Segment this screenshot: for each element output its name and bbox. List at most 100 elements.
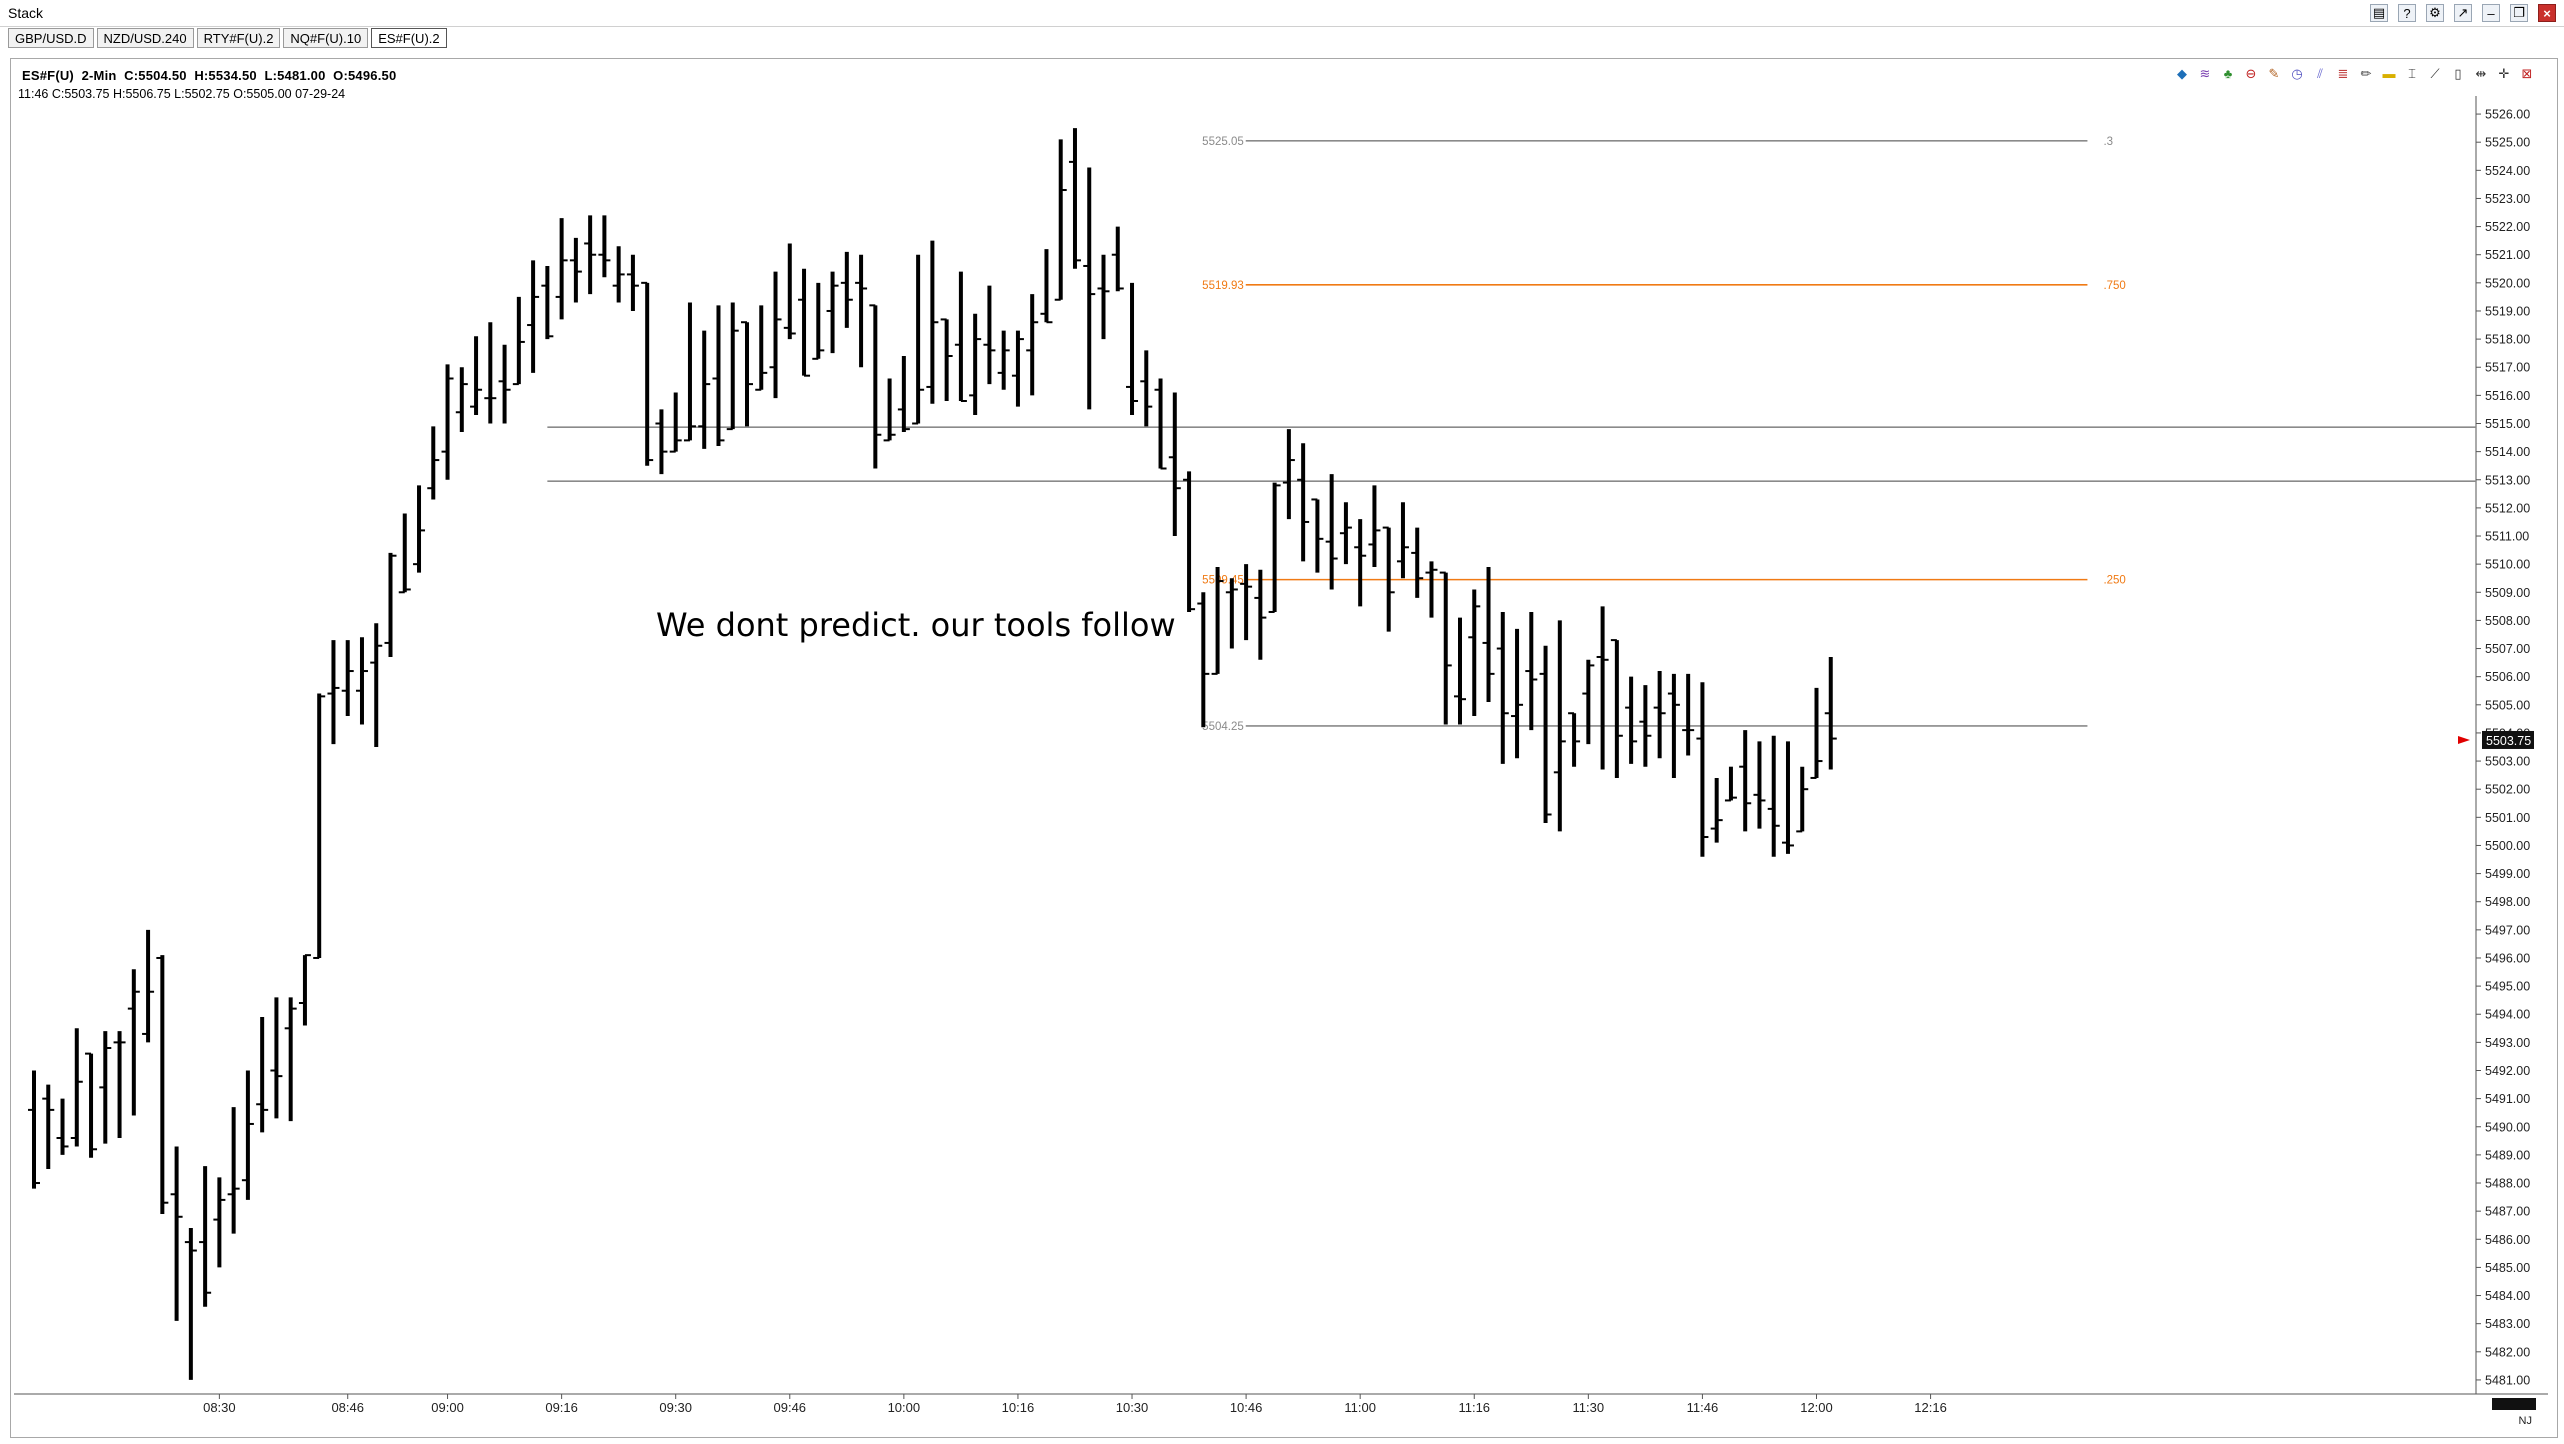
high-value: H:5534.50 [194,68,257,83]
brush-icon[interactable]: ✎ [2268,66,2280,81]
x-tick-label: 09:16 [545,1400,578,1415]
y-tick-label: 5486.00 [2485,1233,2530,1247]
close-value: C:5504.50 [124,68,187,83]
y-tick-label: 5490.00 [2485,1120,2530,1134]
tab-nq[interactable]: NQ#F(U).10 [283,28,369,48]
y-tick-label: 5506.00 [2485,670,2530,684]
window-controls: ▤ ? ⚙ ↗ – ❐ × [2370,4,2556,22]
layers-icon[interactable]: ◆ [2177,66,2187,81]
symbol-tabs: GBP/USD.D NZD/USD.240 RTY#F(U).2 NQ#F(U)… [0,28,447,54]
current-price-label: 5503.75 [2486,734,2531,748]
low-value: L:5481.00 [264,68,326,83]
x-tick-label: 12:00 [1800,1400,1833,1415]
y-tick-label: 5489.00 [2485,1148,2530,1162]
pencil-icon[interactable]: ✏ [2360,66,2372,81]
rect-icon[interactable]: ▬ [2382,66,2396,81]
fib-ratio-label: .250 [2103,575,2125,587]
x-tick-label: 09:30 [659,1400,692,1415]
chart-annotation: We dont predict. our tools follow [656,606,1176,644]
cursor-icon[interactable]: ⌶ [2408,66,2416,81]
y-tick-label: 5493.00 [2485,1036,2530,1050]
fib-icon[interactable]: ≣ [2337,66,2349,81]
line-icon[interactable]: ⟋ [2430,66,2440,81]
y-tick-label: 5525.00 [2485,136,2530,150]
y-tick-label: 5498.00 [2485,895,2530,909]
current-price-box [2482,730,2534,749]
bar-info-line: 11:46 C:5503.75 H:5506.75 L:5502.75 O:55… [18,87,346,101]
y-tick-label: 5518.00 [2485,333,2530,347]
y-tick-label: 5484.00 [2485,1289,2530,1303]
y-tick-label: 5485.00 [2485,1261,2530,1275]
y-tick-label: 5482.00 [2485,1345,2530,1359]
y-tick-label: 5517.00 [2485,361,2530,375]
y-tick-label: 5492.00 [2485,1064,2530,1078]
x-tick-label: 10:00 [888,1400,921,1415]
y-tick-label: 5499.00 [2485,867,2530,881]
close-icon[interactable]: ⊠ [2521,66,2533,81]
region-label: NJ [2519,1415,2532,1427]
x-tick-label: 11:16 [1458,1400,1490,1415]
y-tick-label: 5502.00 [2485,783,2530,797]
layout-icon[interactable]: ▤ [2370,4,2388,22]
x-tick-label: 08:30 [203,1400,236,1415]
tree-icon[interactable]: ♣ [2223,66,2233,81]
y-tick-label: 5495.00 [2485,980,2530,994]
bar-icon[interactable]: ▯ [2454,66,2462,81]
drawing-toolbar: ◆ ≋ ♣ ⊖ ✎ ◷ ⫽ ≣ ✏ ▬ ⌶ ⟋ ▯ ⇹ ✛ ⊠ [2173,65,2536,83]
minimize-icon[interactable]: – [2482,4,2500,22]
y-tick-label: 5515.00 [2485,417,2530,431]
fib-ratio-label: .750 [2103,280,2125,292]
x-tick-label: 08:46 [331,1400,364,1415]
split-icon[interactable]: ⇹ [2475,66,2487,81]
title-bar: Stack ▤ ? ⚙ ↗ – ❐ × [0,0,2564,27]
y-tick-label: 5513.00 [2485,473,2530,487]
clock-icon[interactable]: ◷ [2291,66,2303,81]
window-title: Stack [8,5,44,21]
x-tick-label: 11:30 [1573,1400,1605,1415]
y-tick-label: 5519.00 [2485,304,2530,318]
y-tick-label: 5523.00 [2485,192,2530,206]
fib-price-label: 5519.93 [1202,280,1244,292]
tab-gbpusd[interactable]: GBP/USD.D [8,28,94,48]
x-tick-label: 11:00 [1344,1400,1376,1415]
y-tick-label: 5509.00 [2485,586,2530,600]
y-tick-label: 5510.00 [2485,558,2530,572]
x-tick-label: 12:16 [1914,1400,1947,1415]
y-tick-label: 5496.00 [2485,951,2530,965]
y-tick-label: 5514.00 [2485,445,2530,459]
current-price-arrow [2458,735,2470,744]
tab-rty[interactable]: RTY#F(U).2 [196,28,281,48]
settings-icon[interactable]: ⚙ [2426,4,2444,22]
y-tick-label: 5505.00 [2485,698,2530,712]
restore-icon[interactable]: ❐ [2510,4,2528,22]
ohlc-bars-layer [28,128,1837,1380]
y-tick-label: 5524.00 [2485,164,2530,178]
stop-icon[interactable]: ⊖ [2245,66,2257,81]
y-tick-label: 5491.00 [2485,1092,2530,1106]
x-tick-label: 10:46 [1230,1400,1263,1415]
link-icon[interactable]: ↗ [2454,4,2472,22]
x-tick-label: 09:00 [431,1400,464,1415]
x-tick-label: 11:46 [1687,1400,1719,1415]
fib-price-label: 5504.25 [1202,721,1244,733]
y-tick-label: 5511.00 [2485,530,2529,544]
chart-window [10,58,2558,1438]
tab-nzdusd[interactable]: NZD/USD.240 [96,28,194,48]
lines-icon[interactable]: ⫽ [2317,66,2323,81]
help-icon[interactable]: ? [2398,4,2416,22]
x-tick-label: 10:30 [1116,1400,1149,1415]
y-tick-label: 5488.00 [2485,1177,2530,1191]
close-icon[interactable]: × [2538,4,2556,22]
y-tick-label: 5520.00 [2485,276,2530,290]
y-tick-label: 5522.00 [2485,220,2530,234]
y-tick-label: 5516.00 [2485,389,2530,403]
open-value: O:5496.50 [333,68,397,83]
tab-es[interactable]: ES#F(U).2 [371,28,447,48]
waves-icon[interactable]: ≋ [2199,66,2211,81]
x-tick-label: 09:46 [774,1400,807,1415]
y-tick-label: 5501.00 [2485,811,2530,825]
y-tick-label: 5497.00 [2485,923,2530,937]
symbol-info-line: ES#F(U) 2-Min C:5504.50 H:5534.50 L:5481… [22,68,396,83]
crosshair-icon[interactable]: ✛ [2498,66,2510,81]
